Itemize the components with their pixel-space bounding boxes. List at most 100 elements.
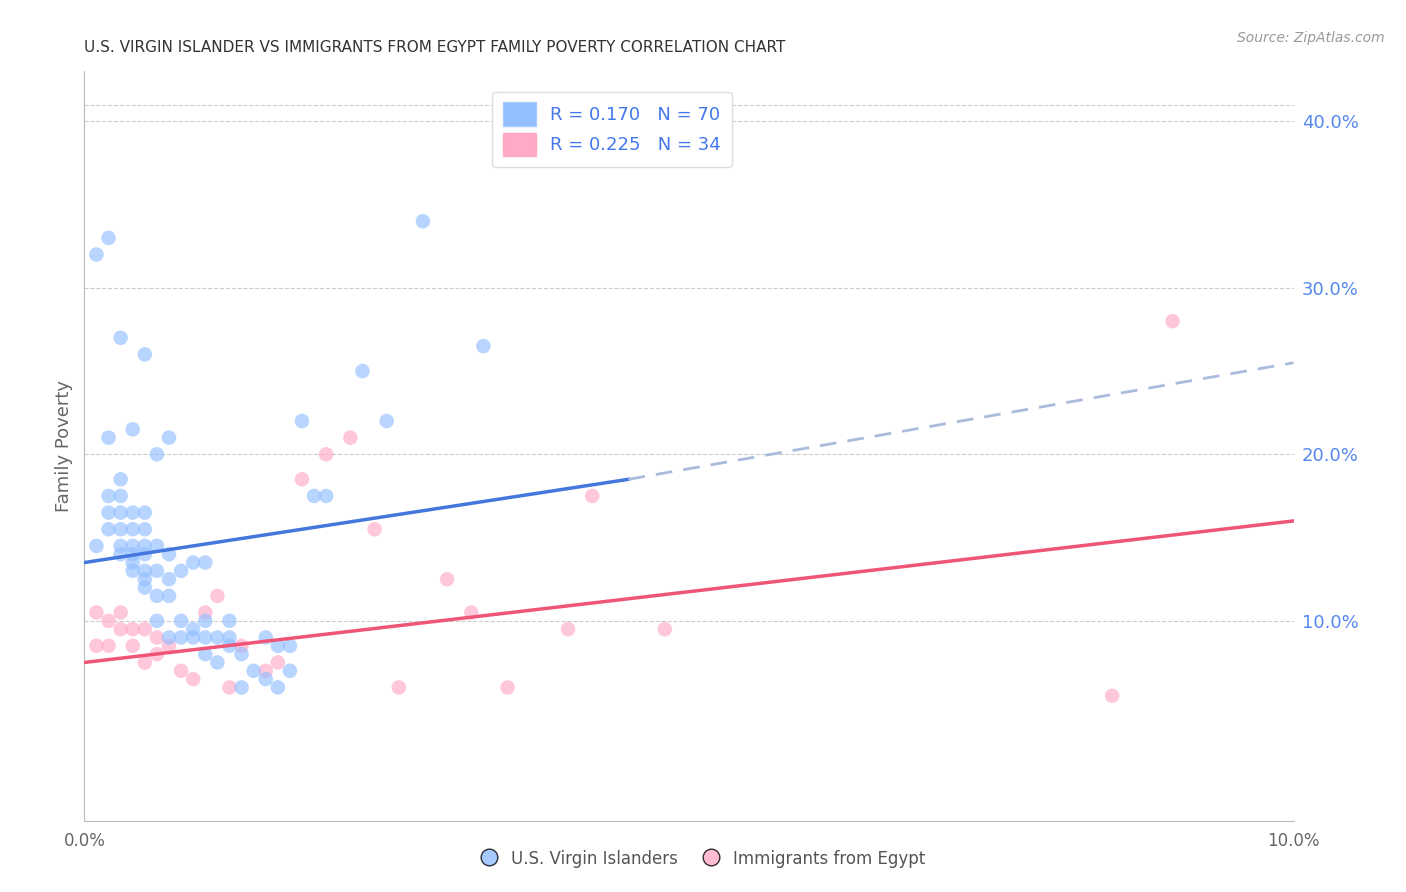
Point [218, 681, 240, 695]
Point [170, 564, 193, 578]
Text: Source: ZipAtlas.com: Source: ZipAtlas.com [1237, 31, 1385, 45]
Point [110, 489, 132, 503]
Point [97, 431, 120, 445]
Point [134, 581, 156, 595]
Point [121, 622, 143, 636]
Point [121, 506, 143, 520]
Point [291, 472, 314, 486]
Point [86, 606, 108, 620]
Point [157, 431, 180, 445]
Point [194, 647, 217, 661]
Point [436, 572, 458, 586]
Point [388, 681, 411, 695]
Point [218, 639, 240, 653]
Point [181, 622, 204, 636]
Point [110, 606, 132, 620]
Point [110, 331, 132, 345]
Point [97, 614, 120, 628]
Point [207, 589, 229, 603]
Point [110, 506, 132, 520]
Point [218, 631, 240, 645]
Point [472, 339, 495, 353]
Point [557, 622, 579, 636]
Point [194, 556, 217, 570]
Point [242, 664, 264, 678]
Point [581, 489, 603, 503]
Point [134, 547, 156, 561]
Y-axis label: Family Poverty: Family Poverty [55, 380, 73, 512]
Point [267, 656, 290, 670]
Point [121, 422, 143, 436]
Point [363, 522, 385, 536]
Point [86, 539, 108, 553]
Point [86, 247, 108, 261]
Point [110, 547, 132, 561]
Point [1161, 314, 1184, 328]
Point [134, 622, 156, 636]
Point [181, 631, 204, 645]
Point [302, 489, 325, 503]
Point [146, 564, 169, 578]
Point [121, 564, 143, 578]
Point [170, 614, 193, 628]
Point [157, 547, 180, 561]
Point [97, 506, 120, 520]
Text: U.S. VIRGIN ISLANDER VS IMMIGRANTS FROM EGYPT FAMILY POVERTY CORRELATION CHART: U.S. VIRGIN ISLANDER VS IMMIGRANTS FROM … [84, 40, 786, 55]
Point [254, 672, 277, 686]
Point [170, 631, 193, 645]
Point [110, 472, 132, 486]
Point [97, 522, 120, 536]
Point [194, 606, 217, 620]
Legend: R = 0.170   N = 70, R = 0.225   N = 34: R = 0.170 N = 70, R = 0.225 N = 34 [492, 92, 731, 167]
Point [460, 606, 482, 620]
Point [110, 622, 132, 636]
Legend: U.S. Virgin Islanders, Immigrants from Egypt: U.S. Virgin Islanders, Immigrants from E… [474, 844, 932, 875]
Point [194, 614, 217, 628]
Point [146, 614, 169, 628]
Point [231, 647, 253, 661]
Point [97, 231, 120, 245]
Point [412, 214, 434, 228]
Point [86, 639, 108, 653]
Point [121, 539, 143, 553]
Point [134, 539, 156, 553]
Point [278, 639, 301, 653]
Point [654, 622, 676, 636]
Point [339, 431, 361, 445]
Point [231, 681, 253, 695]
Point [121, 639, 143, 653]
Point [254, 664, 277, 678]
Point [157, 589, 180, 603]
Point [194, 631, 217, 645]
Point [157, 631, 180, 645]
Point [157, 572, 180, 586]
Point [278, 664, 301, 678]
Point [134, 522, 156, 536]
Point [110, 522, 132, 536]
Point [254, 631, 277, 645]
Point [146, 589, 169, 603]
Point [134, 564, 156, 578]
Point [207, 631, 229, 645]
Point [315, 447, 337, 461]
Point [157, 639, 180, 653]
Point [121, 522, 143, 536]
Point [134, 656, 156, 670]
Point [181, 556, 204, 570]
Point [218, 614, 240, 628]
Point [267, 639, 290, 653]
Point [375, 414, 398, 428]
Point [291, 414, 314, 428]
Point [97, 489, 120, 503]
Point [97, 639, 120, 653]
Point [170, 664, 193, 678]
Point [110, 539, 132, 553]
Point [315, 489, 337, 503]
Point [352, 364, 374, 378]
Point [146, 631, 169, 645]
Point [121, 547, 143, 561]
Point [134, 347, 156, 361]
Point [231, 639, 253, 653]
Point [146, 539, 169, 553]
Point [134, 572, 156, 586]
